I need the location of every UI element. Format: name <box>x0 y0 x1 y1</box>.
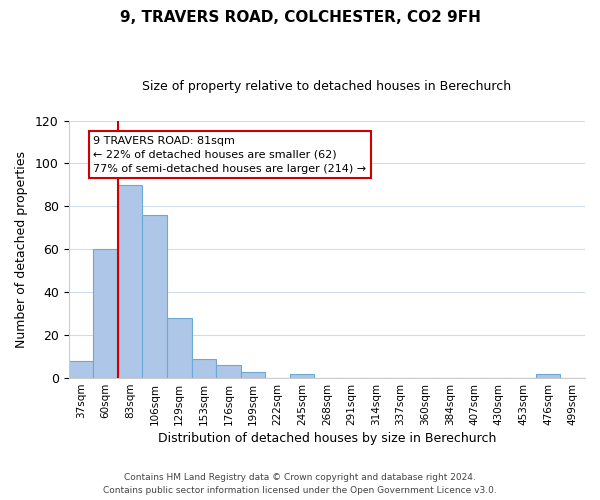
Text: 9, TRAVERS ROAD, COLCHESTER, CO2 9FH: 9, TRAVERS ROAD, COLCHESTER, CO2 9FH <box>119 10 481 25</box>
Bar <box>167 318 191 378</box>
Title: Size of property relative to detached houses in Berechurch: Size of property relative to detached ho… <box>142 80 511 93</box>
Bar <box>93 250 118 378</box>
Text: Contains HM Land Registry data © Crown copyright and database right 2024.
Contai: Contains HM Land Registry data © Crown c… <box>103 474 497 495</box>
Bar <box>216 365 241 378</box>
Bar <box>536 374 560 378</box>
X-axis label: Distribution of detached houses by size in Berechurch: Distribution of detached houses by size … <box>158 432 496 445</box>
Bar <box>118 185 142 378</box>
Bar <box>241 372 265 378</box>
Bar <box>142 215 167 378</box>
Y-axis label: Number of detached properties: Number of detached properties <box>15 151 28 348</box>
Text: 9 TRAVERS ROAD: 81sqm
← 22% of detached houses are smaller (62)
77% of semi-deta: 9 TRAVERS ROAD: 81sqm ← 22% of detached … <box>93 136 366 173</box>
Bar <box>290 374 314 378</box>
Bar <box>68 361 93 378</box>
Bar <box>191 359 216 378</box>
